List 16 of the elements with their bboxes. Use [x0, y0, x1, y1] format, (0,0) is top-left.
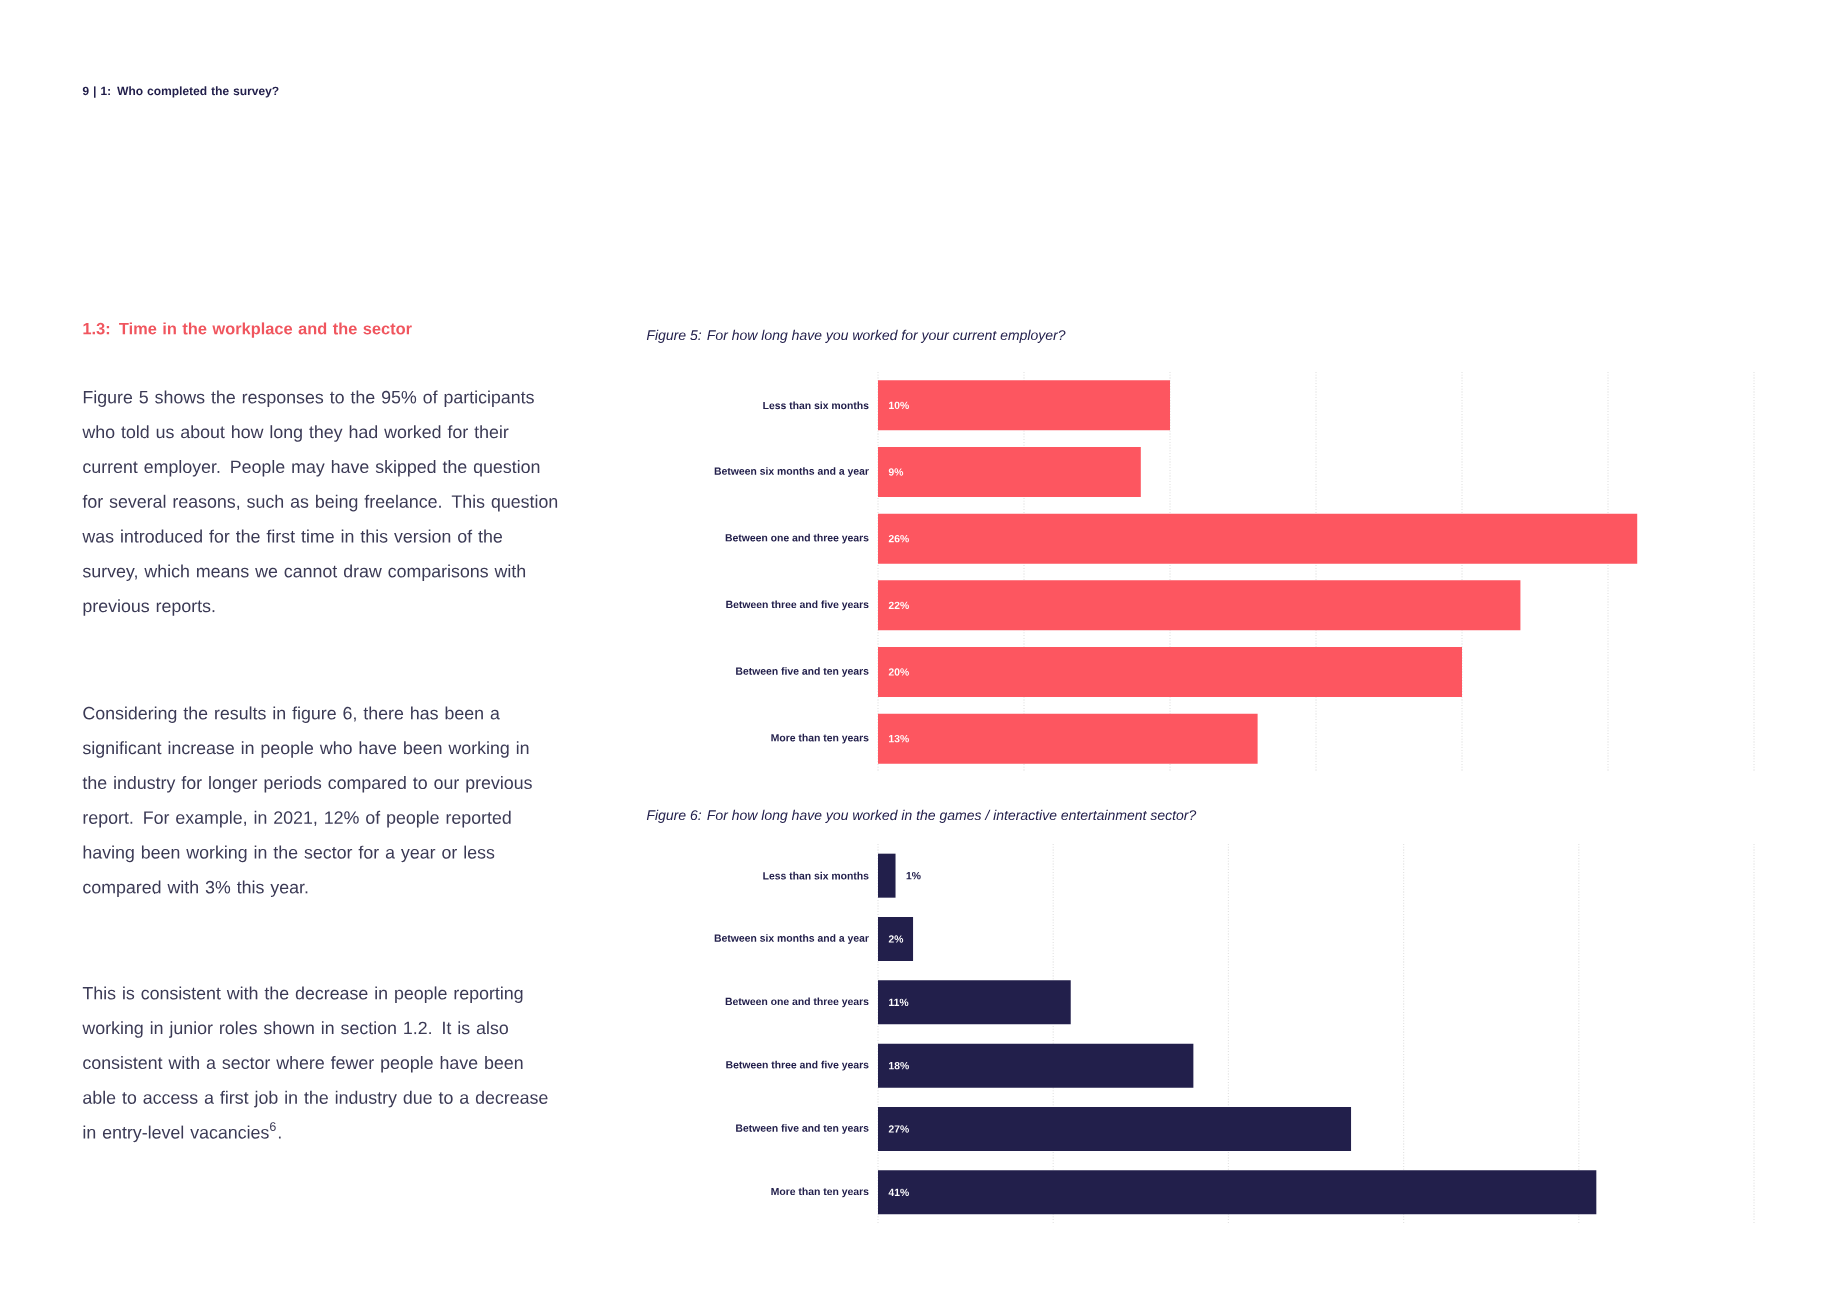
- bar: [878, 853, 896, 898]
- bar: [878, 917, 914, 961]
- text: Considering the results in figure 6, there has been a significant increase in people who have been working in the industry for longer periods compared to our previous report. For example, in 2021, 12% of people reported having been working in the sector for a year or less compared with 3% this year.: [82, 706, 532, 897]
- bar: [878, 647, 1463, 697]
- bar: [878, 580, 1521, 631]
- bar: [878, 447, 1141, 497]
- bar: [878, 1043, 1194, 1088]
- text: 1.3: Time in the workplace and the sector: [83, 322, 412, 338]
- bar: [878, 1170, 1597, 1215]
- bar: [878, 1107, 1352, 1152]
- bar: [878, 713, 1258, 764]
- bar: [878, 513, 1638, 564]
- text: This is consistent with the decrease in people reporting working in junior roles shown in section 1.2. It is also consistent with a sector where fewer people have been able to access a first job in the industry due to a decrease in entry-level vacancies$^{6}$.: [82, 986, 548, 1143]
- bar: [878, 980, 1071, 1025]
- bar: [878, 380, 1171, 431]
- text: Figure 5 shows the responses to the 95% of participants who told us about how long they had worked for their current employer. People may have skipped the question for several reasons, such as being freelance. This question was introduced for the first time in this version of the survey, which means we cannot draw comparisons with previous reports.: [82, 390, 558, 616]
